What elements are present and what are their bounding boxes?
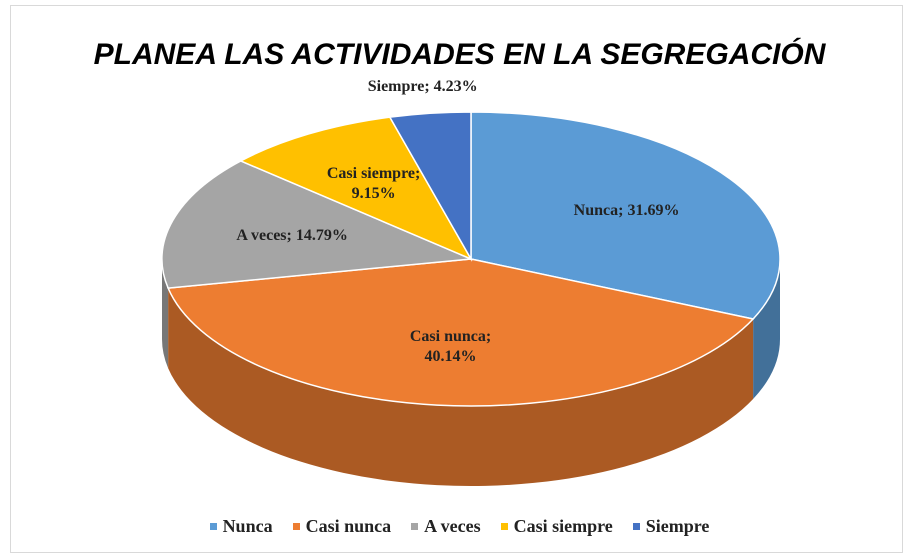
legend-swatch xyxy=(632,523,640,530)
slice-side xyxy=(753,259,781,399)
legend-swatch xyxy=(500,523,508,530)
data-label: Casi nunca; 40.14% xyxy=(409,327,492,365)
legend-item: A veces xyxy=(411,516,481,537)
slice-side xyxy=(168,288,754,487)
legend-item: Siempre xyxy=(632,516,710,537)
legend-label: Nunca xyxy=(222,516,273,536)
legend: Nunca Casi nunca A veces Casi siempre Siempr… xyxy=(0,516,919,537)
data-label: Casi siempre; 9.15% xyxy=(326,164,421,202)
legend-label: Casi nunca xyxy=(305,516,392,536)
legend-item: Casi nunca xyxy=(292,516,392,537)
slice xyxy=(470,111,781,320)
data-label: Siempre; 4.23% xyxy=(367,78,478,96)
legend-label: Casi siempre xyxy=(513,516,613,536)
legend-item: Casi siempre xyxy=(500,516,613,537)
slice xyxy=(167,258,755,407)
legend-label: Siempre xyxy=(645,516,710,536)
slice xyxy=(161,160,472,289)
legend-swatch xyxy=(411,523,419,530)
legend-swatch xyxy=(209,523,217,530)
legend-swatch xyxy=(292,523,300,530)
data-label: Nunca; 31.69% xyxy=(573,202,680,220)
legend-label: A veces xyxy=(424,516,481,536)
chart-frame xyxy=(10,5,903,553)
chart-title: PLANEA LAS ACTIVIDADES EN LA SEGREGACIÓN xyxy=(93,38,826,71)
data-label: A veces; 14.79% xyxy=(236,226,348,244)
legend-item: Nunca xyxy=(209,516,273,537)
slice xyxy=(239,116,473,261)
slice xyxy=(388,111,472,262)
